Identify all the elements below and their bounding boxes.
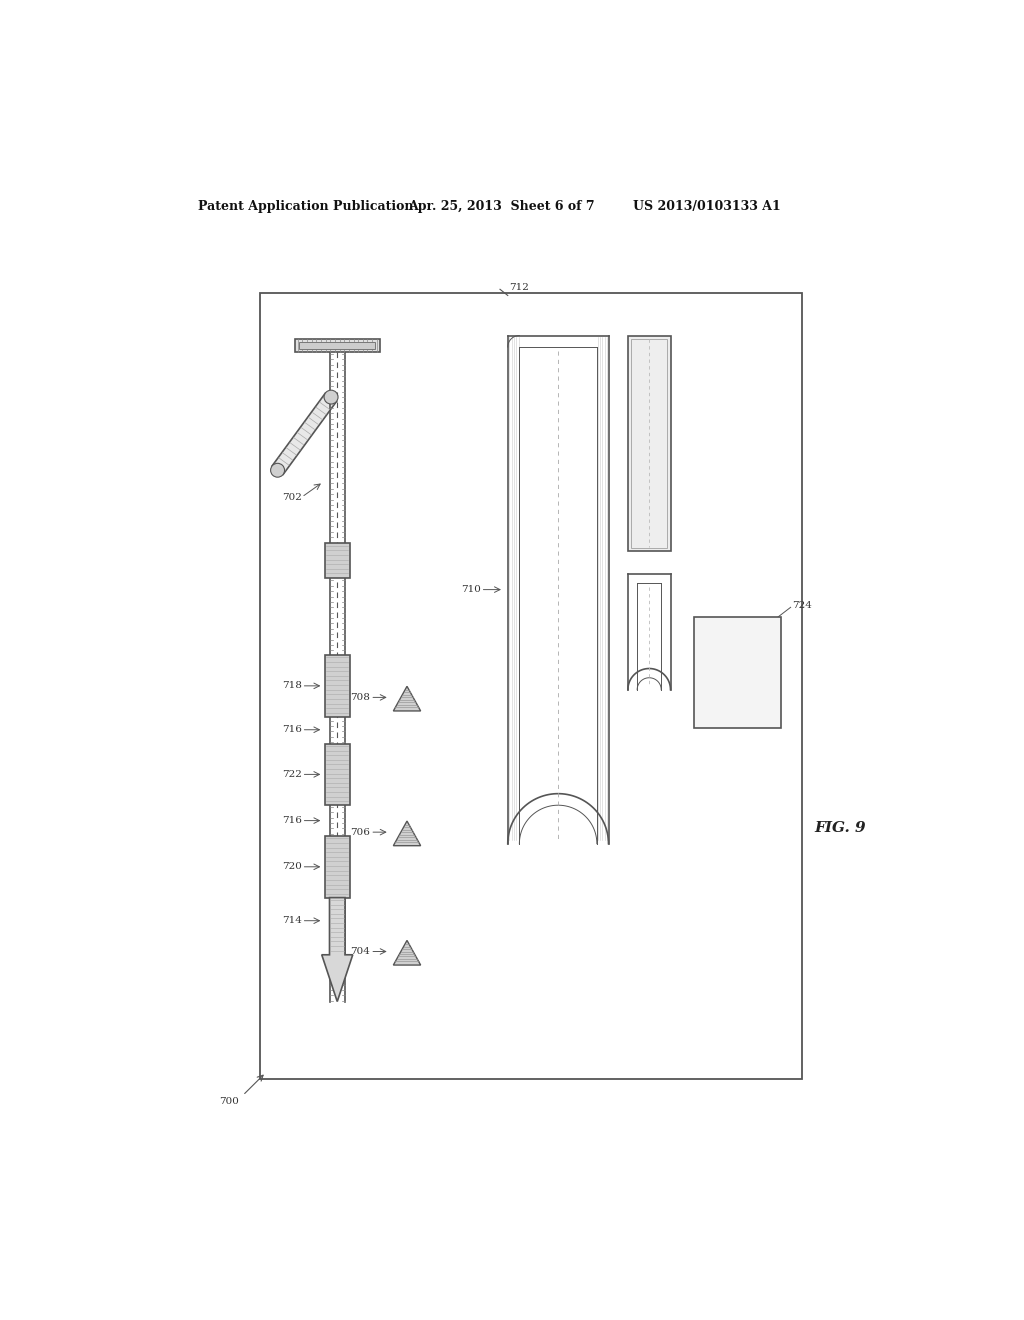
Polygon shape bbox=[393, 940, 421, 965]
Circle shape bbox=[324, 391, 338, 404]
Polygon shape bbox=[393, 686, 421, 711]
Text: 714: 714 bbox=[282, 916, 302, 925]
Text: Apr. 25, 2013  Sheet 6 of 7: Apr. 25, 2013 Sheet 6 of 7 bbox=[409, 201, 595, 214]
Text: 704: 704 bbox=[350, 946, 371, 956]
Polygon shape bbox=[322, 898, 352, 1002]
Polygon shape bbox=[393, 821, 421, 846]
Text: 712: 712 bbox=[509, 284, 529, 292]
Text: 708: 708 bbox=[350, 693, 371, 702]
Text: 716: 716 bbox=[282, 816, 302, 825]
Polygon shape bbox=[272, 393, 337, 474]
Bar bbox=[295, 339, 380, 351]
Bar bbox=[325, 743, 349, 805]
Bar bbox=[299, 342, 375, 350]
Text: 706: 706 bbox=[350, 828, 371, 837]
Text: 710: 710 bbox=[461, 585, 480, 594]
Text: 702: 702 bbox=[282, 492, 302, 502]
Circle shape bbox=[270, 463, 285, 477]
Bar bbox=[631, 339, 668, 548]
Bar bbox=[628, 335, 671, 552]
Bar bbox=[325, 544, 349, 578]
Text: 720: 720 bbox=[282, 862, 302, 871]
Text: FIG. 9: FIG. 9 bbox=[814, 821, 865, 836]
Text: 718: 718 bbox=[282, 681, 302, 690]
Text: Patent Application Publication: Patent Application Publication bbox=[198, 201, 414, 214]
Bar bbox=[260, 293, 802, 1078]
Bar bbox=[325, 655, 349, 717]
Text: 700: 700 bbox=[219, 1097, 240, 1106]
Text: 724: 724 bbox=[793, 602, 812, 610]
Text: US 2013/0103133 A1: US 2013/0103133 A1 bbox=[633, 201, 781, 214]
Bar bbox=[693, 616, 781, 729]
Text: 722: 722 bbox=[282, 770, 302, 779]
Bar bbox=[325, 836, 349, 898]
Text: 716: 716 bbox=[282, 725, 302, 734]
